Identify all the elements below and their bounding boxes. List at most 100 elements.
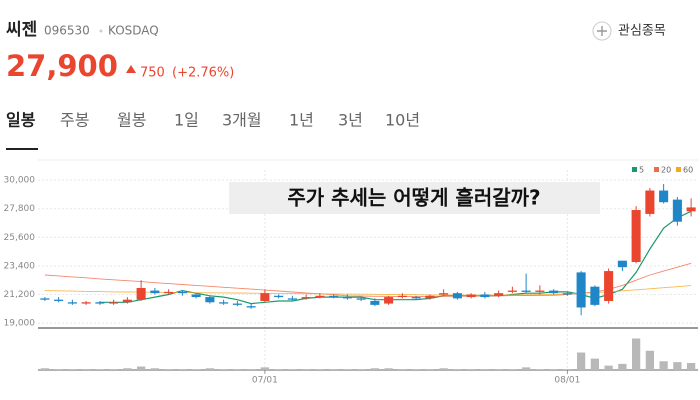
volume-bar	[480, 369, 489, 370]
volume-bar	[687, 363, 696, 370]
tab[interactable]: 10년	[385, 111, 420, 130]
tab[interactable]: 주봉	[60, 111, 89, 130]
volume-bar	[302, 369, 311, 370]
volume-bar	[357, 369, 366, 370]
volume-bar	[247, 369, 256, 370]
candle-body	[631, 210, 641, 262]
volume-bar	[315, 369, 324, 370]
candle-body	[397, 295, 407, 298]
volume-bar	[343, 369, 352, 370]
candle-body	[370, 300, 380, 305]
candle-body	[95, 302, 105, 304]
candle-body	[287, 298, 297, 300]
candle-body	[40, 298, 50, 300]
candle-body	[590, 286, 600, 305]
candle-body	[246, 306, 256, 308]
candle-body	[122, 299, 132, 303]
candle-body	[604, 271, 614, 301]
volume-bar	[123, 368, 132, 370]
candle-body	[342, 297, 352, 299]
candle-body	[219, 302, 229, 304]
stock-code: 096530	[44, 24, 90, 38]
annotation-box	[229, 182, 600, 214]
candle-body	[274, 295, 284, 298]
volume-bar	[274, 369, 283, 370]
volume-bar	[494, 369, 503, 370]
up-arrow	[126, 65, 136, 73]
volume-bar	[590, 358, 599, 370]
candle-body	[425, 295, 435, 299]
volume-bar	[645, 350, 654, 370]
watch-icon	[592, 21, 612, 41]
tab[interactable]: 1년	[289, 111, 314, 130]
y-tick-label: 30,000	[4, 176, 36, 186]
volume-bar	[467, 369, 476, 370]
tab[interactable]: 1일	[174, 111, 199, 130]
volume-bar	[535, 369, 544, 370]
candle-body	[686, 207, 696, 212]
watch-plus	[597, 26, 607, 36]
candle-body	[480, 294, 490, 298]
y-tick-label: 27,800	[4, 204, 36, 214]
volume-bar	[95, 369, 104, 370]
candle-body	[54, 299, 64, 301]
candle-body	[191, 294, 201, 298]
volume-bar	[412, 369, 421, 370]
volume-bar	[329, 369, 338, 370]
legend-label: 5	[639, 166, 644, 175]
y-tick-label: 21,200	[4, 290, 36, 300]
candle-body	[494, 293, 504, 296]
legend-swatch	[632, 167, 637, 172]
volume-bar	[219, 369, 228, 370]
volume-bar	[233, 369, 242, 370]
volume-bar	[260, 367, 269, 370]
moving-average-line	[99, 210, 692, 305]
change-pct: (+2.76%)	[172, 66, 234, 81]
candle-body	[576, 272, 586, 308]
y-tick-label: 19,000	[4, 319, 36, 329]
market: KOSDAQ	[108, 24, 159, 38]
candle-body	[549, 290, 559, 294]
tab[interactable]: 일봉	[6, 111, 36, 130]
candle-body	[452, 293, 462, 299]
tab[interactable]: 3개월	[222, 111, 262, 130]
candle-body	[315, 295, 325, 298]
volume-bar	[68, 369, 77, 370]
candle-body	[260, 293, 270, 301]
x-tick-label: 08/01	[554, 376, 580, 386]
volume-bar	[178, 369, 187, 370]
watch-label[interactable]: 관심종목	[618, 24, 666, 39]
watch-button[interactable]: 관심종목	[592, 21, 666, 41]
legend-swatch	[654, 167, 659, 172]
candle-body	[521, 290, 531, 292]
candle-body	[232, 303, 242, 305]
tab[interactable]: 월봉	[117, 111, 146, 130]
volume-bar	[137, 366, 146, 370]
candle-body	[136, 287, 146, 300]
volume-bar	[164, 369, 173, 370]
candle-body	[466, 294, 476, 298]
candle-body	[617, 260, 627, 268]
candle-body	[507, 290, 517, 292]
volume-bar	[150, 368, 159, 370]
volume-bar	[288, 369, 297, 370]
volume-bar	[192, 369, 201, 370]
volume-bar	[508, 369, 517, 370]
legend-swatch	[676, 167, 681, 172]
volume-bar	[40, 368, 49, 370]
candle-body	[384, 297, 394, 304]
candle-body	[177, 291, 187, 294]
candle-body	[645, 190, 655, 214]
tab[interactable]: 3년	[338, 111, 363, 130]
y-tick-label: 25,600	[4, 233, 36, 243]
candle-body	[164, 291, 174, 294]
candle-body	[411, 297, 421, 299]
candle-body	[659, 190, 669, 203]
change: 750	[140, 66, 165, 81]
candle-body	[562, 293, 572, 295]
volume-bar	[205, 368, 214, 370]
separator	[99, 29, 103, 33]
legend-label: 20	[661, 166, 671, 175]
volume-bar	[109, 369, 118, 370]
volume-bar	[439, 368, 448, 370]
